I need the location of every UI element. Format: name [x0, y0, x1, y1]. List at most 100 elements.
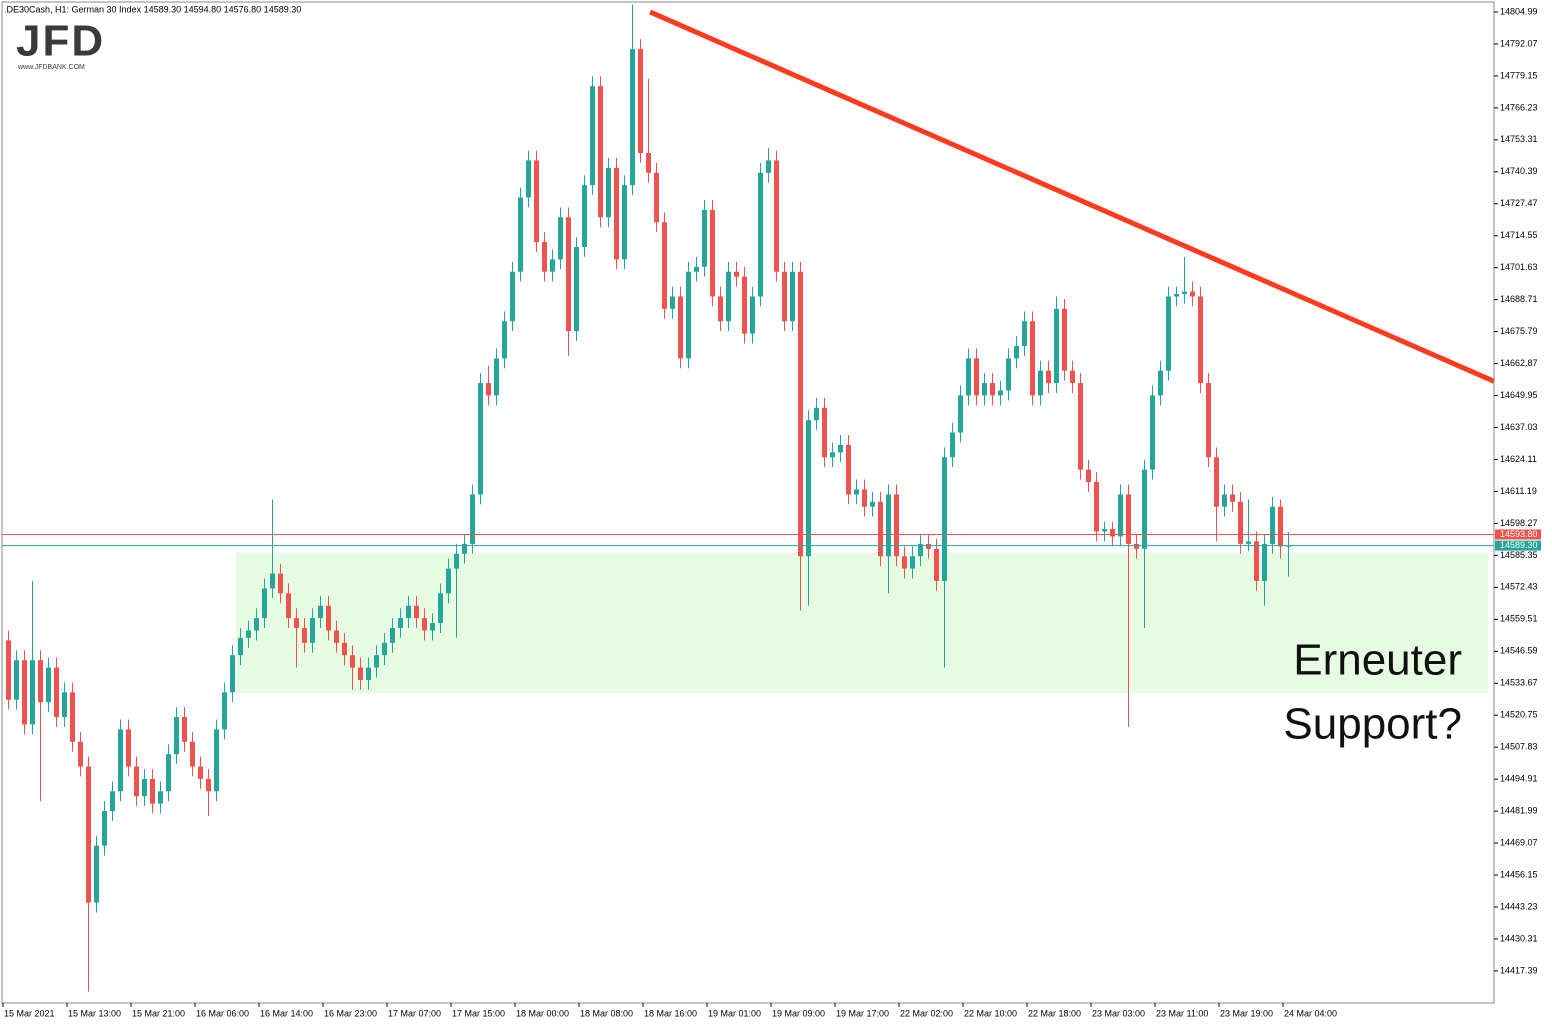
candle-body: [6, 640, 11, 700]
candle-body: [502, 321, 507, 359]
candle-body: [238, 637, 243, 656]
y-tick-label: 14520.75: [1500, 710, 1538, 720]
candle-body: [342, 642, 347, 656]
candle-body: [790, 271, 795, 322]
candle-body: [526, 160, 531, 198]
candle-body: [286, 593, 291, 619]
candle-body: [126, 729, 131, 767]
candle-body: [886, 494, 891, 557]
y-tick-label: 14481.99: [1500, 805, 1538, 815]
candle-body: [182, 717, 187, 742]
candle-body: [278, 573, 283, 594]
candle-body: [1014, 345, 1019, 359]
candle-body: [902, 556, 907, 569]
y-tick-label: 14533.67: [1500, 678, 1538, 688]
x-tick-label: 16 Mar 14:00: [260, 1008, 313, 1018]
candle-body: [542, 242, 547, 272]
candle-body: [806, 420, 811, 557]
candle-body: [118, 729, 123, 792]
candle-body: [982, 383, 987, 396]
candle-body: [1054, 308, 1059, 384]
candle-body: [1238, 501, 1243, 544]
candle-body: [1270, 506, 1275, 544]
y-tick-label: 14611.19: [1500, 486, 1537, 496]
y-tick-label: 14727.47: [1500, 198, 1538, 208]
candle-body: [38, 660, 43, 703]
candle-body: [382, 642, 387, 656]
candle-body: [174, 717, 179, 755]
candle-body: [814, 407, 819, 421]
candle-body: [1070, 370, 1075, 384]
candle-body: [1102, 529, 1107, 532]
candle-body: [390, 627, 395, 643]
candle-body: [710, 209, 715, 297]
candle-body: [414, 605, 419, 619]
candle-body: [534, 160, 539, 243]
candle-body: [190, 741, 195, 767]
trendline: [648, 9, 1496, 384]
y-tick-label: 14675.79: [1500, 326, 1538, 336]
price-tag-label: 14589.30: [1500, 540, 1538, 550]
candle-body: [1190, 291, 1195, 297]
candle-body: [726, 271, 731, 322]
candle-body: [598, 86, 603, 218]
candle-body: [1086, 469, 1091, 483]
candle-body: [1222, 494, 1227, 507]
x-tick-label: 15 Mar 2021: [4, 1008, 55, 1018]
y-tick-label: 14417.39: [1500, 965, 1538, 975]
candle-body: [494, 358, 499, 396]
candle-body: [470, 494, 475, 544]
candle-body: [110, 791, 115, 812]
candle-body: [150, 778, 155, 804]
chart-title: .DE30Cash, H1: German 30 Index 14589.30 …: [4, 4, 301, 14]
candle-body: [934, 548, 939, 581]
candle-body: [862, 489, 867, 507]
candle-body: [1174, 294, 1179, 297]
y-tick-label: 14688.71: [1500, 294, 1538, 304]
candle-body: [646, 152, 651, 173]
candle-body: [1166, 296, 1171, 371]
candle-body: [1030, 321, 1035, 396]
candle-body: [78, 741, 83, 767]
candle-body: [630, 49, 635, 186]
candle-body: [438, 593, 443, 624]
candle-body: [302, 627, 307, 643]
candle-body: [1158, 370, 1163, 396]
y-tick-label: 14624.11: [1500, 454, 1537, 464]
candle-body: [750, 296, 755, 334]
y-tick-label: 14662.87: [1500, 358, 1538, 368]
candle-body: [678, 296, 683, 359]
candle-body: [1254, 541, 1259, 581]
y-tick-label: 14637.03: [1500, 422, 1538, 432]
candle-body: [334, 630, 339, 643]
axes-layer: 14804.99 14792.07 14779.15 14766.23 14753.31…: [2, 6, 1541, 1018]
y-tick-label: 14804.99: [1500, 6, 1538, 16]
candle-body: [1118, 494, 1123, 537]
y-tick-label: 14572.43: [1500, 582, 1538, 592]
candle-body: [838, 444, 843, 453]
candle-body: [158, 791, 163, 804]
candle-body: [1022, 321, 1027, 346]
candle-body: [350, 655, 355, 668]
candle-body: [990, 383, 995, 396]
candle-body: [1198, 296, 1203, 384]
y-tick-label: 14559.51: [1500, 614, 1538, 624]
x-tick-label: 23 Mar 11:00: [1156, 1008, 1208, 1018]
x-tick-label: 19 Mar 09:00: [772, 1008, 825, 1018]
candle-body: [310, 618, 315, 643]
x-tick-label: 17 Mar 15:00: [452, 1008, 505, 1018]
candle-body: [590, 86, 595, 186]
candle-body: [446, 568, 451, 594]
candle-body: [966, 358, 971, 396]
candle-body: [1150, 395, 1155, 470]
y-tick-label: 14494.91: [1500, 774, 1538, 784]
y-tick-label: 14546.59: [1500, 646, 1538, 656]
candle-body: [894, 494, 899, 557]
x-tick-label: 18 Mar 00:00: [516, 1008, 569, 1018]
candle-body: [942, 457, 947, 581]
support-zone: [236, 552, 1488, 694]
candle-body: [854, 489, 859, 495]
candle-body: [486, 383, 491, 396]
annotation: Erneuter: [1293, 636, 1462, 685]
